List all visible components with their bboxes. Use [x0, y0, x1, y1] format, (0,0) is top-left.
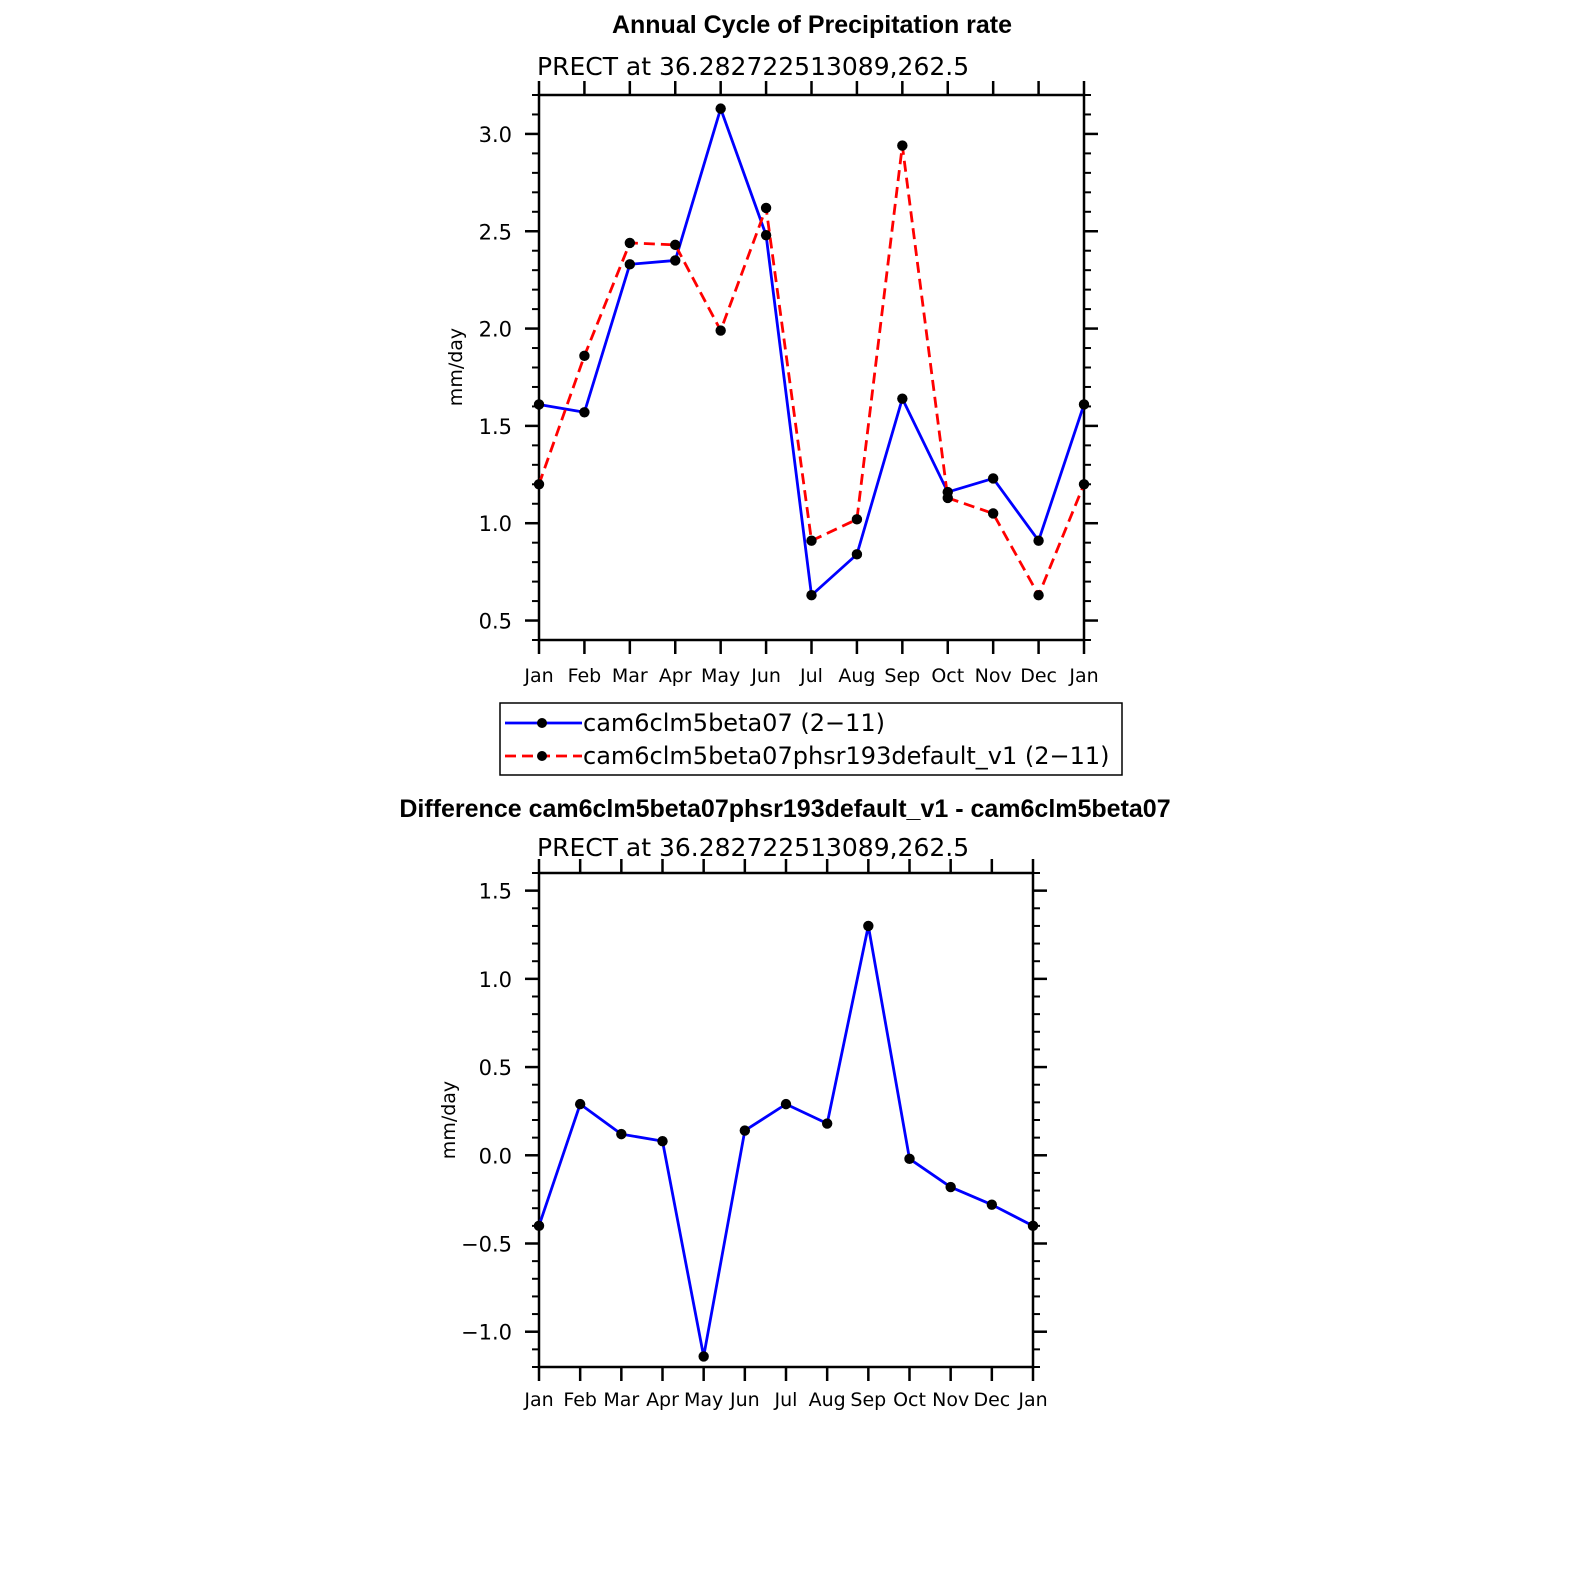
data-point	[806, 590, 817, 601]
x-tick-label: Mar	[603, 1389, 639, 1411]
y-tick-label: 2.5	[479, 220, 512, 244]
data-point	[616, 1128, 627, 1140]
plot-frame	[537, 871, 1035, 1369]
data-point	[715, 325, 726, 336]
data-point	[579, 407, 590, 418]
data-point	[739, 1125, 751, 1136]
x-tick-label: Nov	[975, 665, 1012, 687]
y-tick-label: −0.5	[461, 1233, 512, 1257]
x-tick-label: Aug	[809, 1389, 846, 1411]
x-tick-label: Jan	[523, 1389, 553, 1411]
chart-annual-cycle: Annual Cycle of Precipitation rate PRECT…	[445, 11, 1123, 776]
data-point	[821, 1118, 833, 1129]
x-tick-label: Jun	[750, 665, 781, 687]
x-tick-label: Feb	[568, 665, 602, 687]
x-tick-label: Aug	[838, 665, 875, 687]
y-tick-label: 0.5	[479, 610, 512, 634]
data-point	[624, 259, 636, 270]
data-point	[657, 1135, 668, 1147]
data-point	[574, 1098, 586, 1110]
legend-label: cam6clm5beta07phsr193default_v1 (2−11)	[583, 742, 1110, 770]
data-point	[760, 202, 772, 214]
y-tick-label: 1.5	[479, 415, 512, 439]
data-point	[698, 1351, 709, 1362]
y-axis-label: mm/day	[445, 328, 467, 406]
y-tick-label: 1.0	[479, 968, 512, 992]
y-axis-label: mm/day	[438, 1081, 460, 1159]
data-point	[942, 492, 953, 504]
y-tick-label: 0.5	[479, 1056, 512, 1080]
data-point	[863, 920, 874, 932]
legend-swatch-marker	[537, 751, 547, 761]
chart-title: Difference cam6clm5beta07phsr193default_…	[399, 795, 1170, 823]
data-point	[760, 229, 772, 241]
x-tick-label: Jun	[729, 1389, 760, 1411]
y-tick-label: 3.0	[479, 123, 512, 147]
x-tick-label: Oct	[931, 665, 964, 687]
x-tick-label: Jan	[1017, 1389, 1047, 1411]
x-tick-label: Oct	[893, 1389, 926, 1411]
x-tick-label: Nov	[932, 1389, 969, 1411]
x-tick-label: Sep	[850, 1389, 886, 1411]
y-tick-label: 2.0	[479, 318, 512, 342]
data-point	[806, 535, 817, 546]
legend-frame	[499, 702, 1123, 776]
series-line-1	[538, 107, 1086, 597]
legend-swatch-marker	[537, 718, 547, 728]
data-point	[533, 399, 545, 410]
chart-difference: Difference cam6clm5beta07phsr193default_…	[399, 795, 1170, 1411]
data-point	[851, 549, 863, 560]
x-tick-label: Dec	[1020, 665, 1057, 687]
plot-area: Jan Feb Mar Apr May Jun Jul Aug Sep Oct Nov Dec Jan 0…	[479, 81, 1099, 687]
plot-frame	[537, 93, 1086, 642]
y-tick-label: 1.0	[479, 512, 512, 536]
chart-subtitle: PRECT at 36.282722513089,262.5	[537, 833, 969, 862]
legend-label: cam6clm5beta07 (2−11)	[583, 709, 885, 737]
data-point	[987, 508, 999, 519]
x-tick-label: Mar	[612, 665, 648, 687]
data-point	[1027, 1220, 1039, 1232]
x-tick-label: Jul	[799, 665, 823, 687]
legend: cam6clm5beta07 (2−11) cam6clm5beta07phsr1…	[499, 702, 1123, 776]
data-point	[1078, 479, 1090, 490]
data-point	[897, 140, 908, 151]
plot-area: Jan Feb Mar Apr May Jun Jul Aug Sep Oct Nov Dec Jan −…	[461, 859, 1048, 1411]
x-tick-label: Jan	[523, 665, 553, 687]
data-point	[670, 255, 681, 266]
chart-subtitle: PRECT at 36.282722513089,262.5	[537, 52, 969, 81]
x-tick-label: Jul	[774, 1389, 798, 1411]
data-point	[1033, 535, 1044, 546]
x-tick-label: May	[684, 1389, 723, 1411]
data-point	[715, 103, 726, 114]
x-tick-label: Feb	[563, 1389, 597, 1411]
data-point	[945, 1181, 956, 1193]
data-point	[780, 1098, 792, 1110]
data-point	[670, 239, 681, 251]
data-point	[904, 1153, 915, 1165]
data-point	[624, 237, 636, 249]
data-point	[533, 1220, 545, 1232]
x-tick-label: Apr	[659, 665, 692, 687]
data-point	[851, 514, 863, 525]
x-tick-label: Apr	[646, 1389, 679, 1411]
data-point	[986, 1199, 998, 1210]
data-point	[533, 479, 545, 490]
chart-title: Annual Cycle of Precipitation rate	[612, 11, 1012, 39]
series-line-1	[537, 924, 1034, 1358]
data-point	[897, 393, 908, 404]
x-tick-label: Jan	[1068, 665, 1098, 687]
x-tick-label: Dec	[973, 1389, 1010, 1411]
data-point	[579, 350, 590, 362]
y-tick-label: 1.5	[479, 880, 512, 904]
data-point	[1033, 590, 1044, 601]
y-tick-label: −1.0	[461, 1321, 512, 1345]
data-point	[987, 473, 999, 484]
data-point	[1078, 399, 1090, 410]
x-tick-label: Sep	[884, 665, 920, 687]
x-tick-label: May	[701, 665, 740, 687]
series-line-2	[537, 144, 1086, 597]
y-tick-label: 0.0	[479, 1144, 512, 1168]
